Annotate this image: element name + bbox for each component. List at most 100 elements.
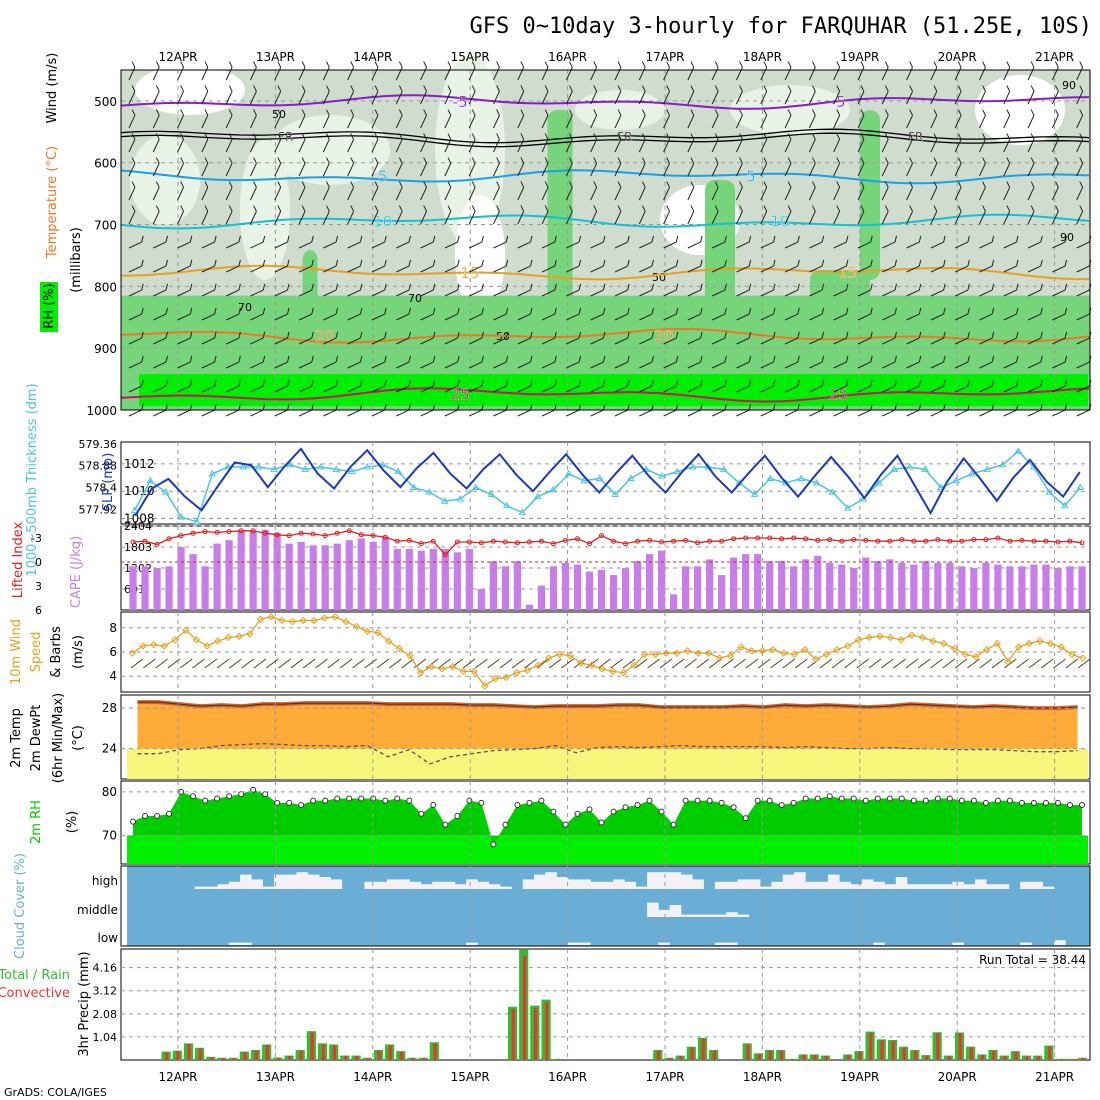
wind-barb [1003, 385, 1017, 393]
wind-barb [833, 115, 841, 129]
wind-speed-point [555, 650, 564, 659]
wind-barb-flag [982, 109, 986, 116]
wind-barb-flag [943, 259, 946, 267]
cloud-cover-bar [228, 881, 241, 889]
wind-barb [322, 67, 330, 81]
wind-barb [396, 409, 410, 417]
isotherm-line [121, 264, 1089, 281]
credit-label: GrADS: COLA/IGES [4, 1086, 107, 1099]
precip-convective-bar [746, 1044, 750, 1060]
lifted-index-point [827, 537, 833, 543]
wind-barb [930, 361, 944, 369]
wind-barb [784, 91, 792, 105]
wind-barb-flag [204, 85, 209, 92]
precip-convective-bar [656, 1050, 661, 1060]
wind10m-barb [155, 658, 168, 669]
lifted-index-point [803, 536, 809, 542]
wind-barb-flag [714, 109, 719, 116]
wind-speed-point [545, 654, 553, 662]
wind-barb [979, 409, 993, 417]
wind-barb [614, 115, 622, 129]
wind10m-barb [511, 658, 525, 669]
cloud-cover-bar [454, 884, 467, 889]
wind-barb-flag [690, 133, 695, 140]
wind-barb-flag [384, 235, 387, 243]
pressure-tick-label: 1000 [86, 404, 117, 418]
wind-speed-point [972, 653, 980, 661]
wind-barb-flag [238, 379, 241, 387]
wind-barb [153, 313, 167, 321]
rh2m-point [982, 799, 989, 806]
precip-convective-bar [1003, 1056, 1007, 1060]
wind-barb-flag [1016, 235, 1019, 243]
wind-barb [906, 211, 913, 225]
wind-speed-point [1036, 637, 1044, 645]
cloud-cover-bar [443, 881, 456, 889]
wind-barb-flag [228, 133, 233, 140]
isotherm-label: 25 [451, 386, 470, 404]
ylabel-wind10-a: 10m Wind [9, 619, 24, 685]
precip-convective-bar [399, 1051, 404, 1060]
wind-barb [663, 337, 677, 345]
cloud-cover-bar [748, 879, 761, 889]
wind-barb-flag [763, 85, 768, 92]
wind-barb-flag [909, 85, 913, 92]
lifted-index-point [983, 537, 989, 543]
wind-barb-flag [384, 403, 387, 411]
rh2m-point [346, 795, 353, 802]
wind-barb-flag [700, 355, 703, 363]
rh2m-point [718, 799, 725, 806]
rh2m-point [970, 797, 977, 804]
wind-barb-flag [496, 157, 500, 164]
wind-barb-flag [870, 235, 873, 243]
wind-barb [833, 265, 847, 273]
wind-barb-flag [359, 403, 363, 411]
wind-barb-flag [578, 331, 582, 339]
wind-barb-flag [821, 235, 825, 243]
wind-barb [930, 115, 938, 129]
wind-barb-flag [690, 157, 695, 164]
lifted-index-point [526, 539, 532, 545]
wind-barb [808, 115, 816, 129]
wind-barb-flag [165, 331, 168, 339]
wind-barb [881, 67, 889, 81]
wind-barb-flag [359, 331, 363, 339]
wind-speed-point [929, 637, 937, 645]
cape-bar [681, 566, 690, 610]
wind-barb [128, 337, 142, 345]
wind-barb [274, 265, 288, 273]
wind-barb-flag [1055, 61, 1059, 68]
wind-barb-flag [836, 85, 841, 92]
wind-barb-flag [627, 355, 630, 363]
wind-barb [396, 265, 410, 273]
thickness-point [657, 472, 666, 479]
wind-barb [298, 361, 312, 369]
ylabel-wind10-c: & Barbs [49, 626, 64, 678]
wind-barb [1027, 211, 1035, 225]
wind-barb-flag [787, 61, 792, 68]
precip-convective-bar [165, 1052, 169, 1060]
wind-barb [201, 313, 215, 321]
wind10m-barb [770, 658, 783, 669]
ylabel-temp-b: 2m DewPt [29, 705, 44, 772]
wind-barb [760, 361, 774, 369]
wind-speed-point [192, 636, 201, 644]
precip-convective-bar [511, 1008, 515, 1060]
isotherm-line [120, 94, 1090, 110]
cape-bar [657, 550, 666, 610]
cloud-cover-bar [907, 884, 919, 889]
wind-barb [906, 337, 920, 345]
wind-barb [760, 265, 774, 273]
wind-barb-flag [214, 379, 217, 387]
wind-barb-flag [894, 331, 897, 339]
wind-barb-flag [335, 259, 339, 267]
cloud-cover-bar [658, 909, 670, 917]
precip-convective-bar [332, 1045, 337, 1060]
cape-bar [453, 552, 461, 610]
wind-speed-point [182, 626, 190, 634]
thickness-point [766, 474, 775, 481]
wind-barb-flag [1079, 109, 1084, 116]
rh-contour-label: 50 [272, 108, 286, 121]
cloud-cover-bar [601, 881, 614, 889]
wind-barb-flag [967, 235, 970, 243]
